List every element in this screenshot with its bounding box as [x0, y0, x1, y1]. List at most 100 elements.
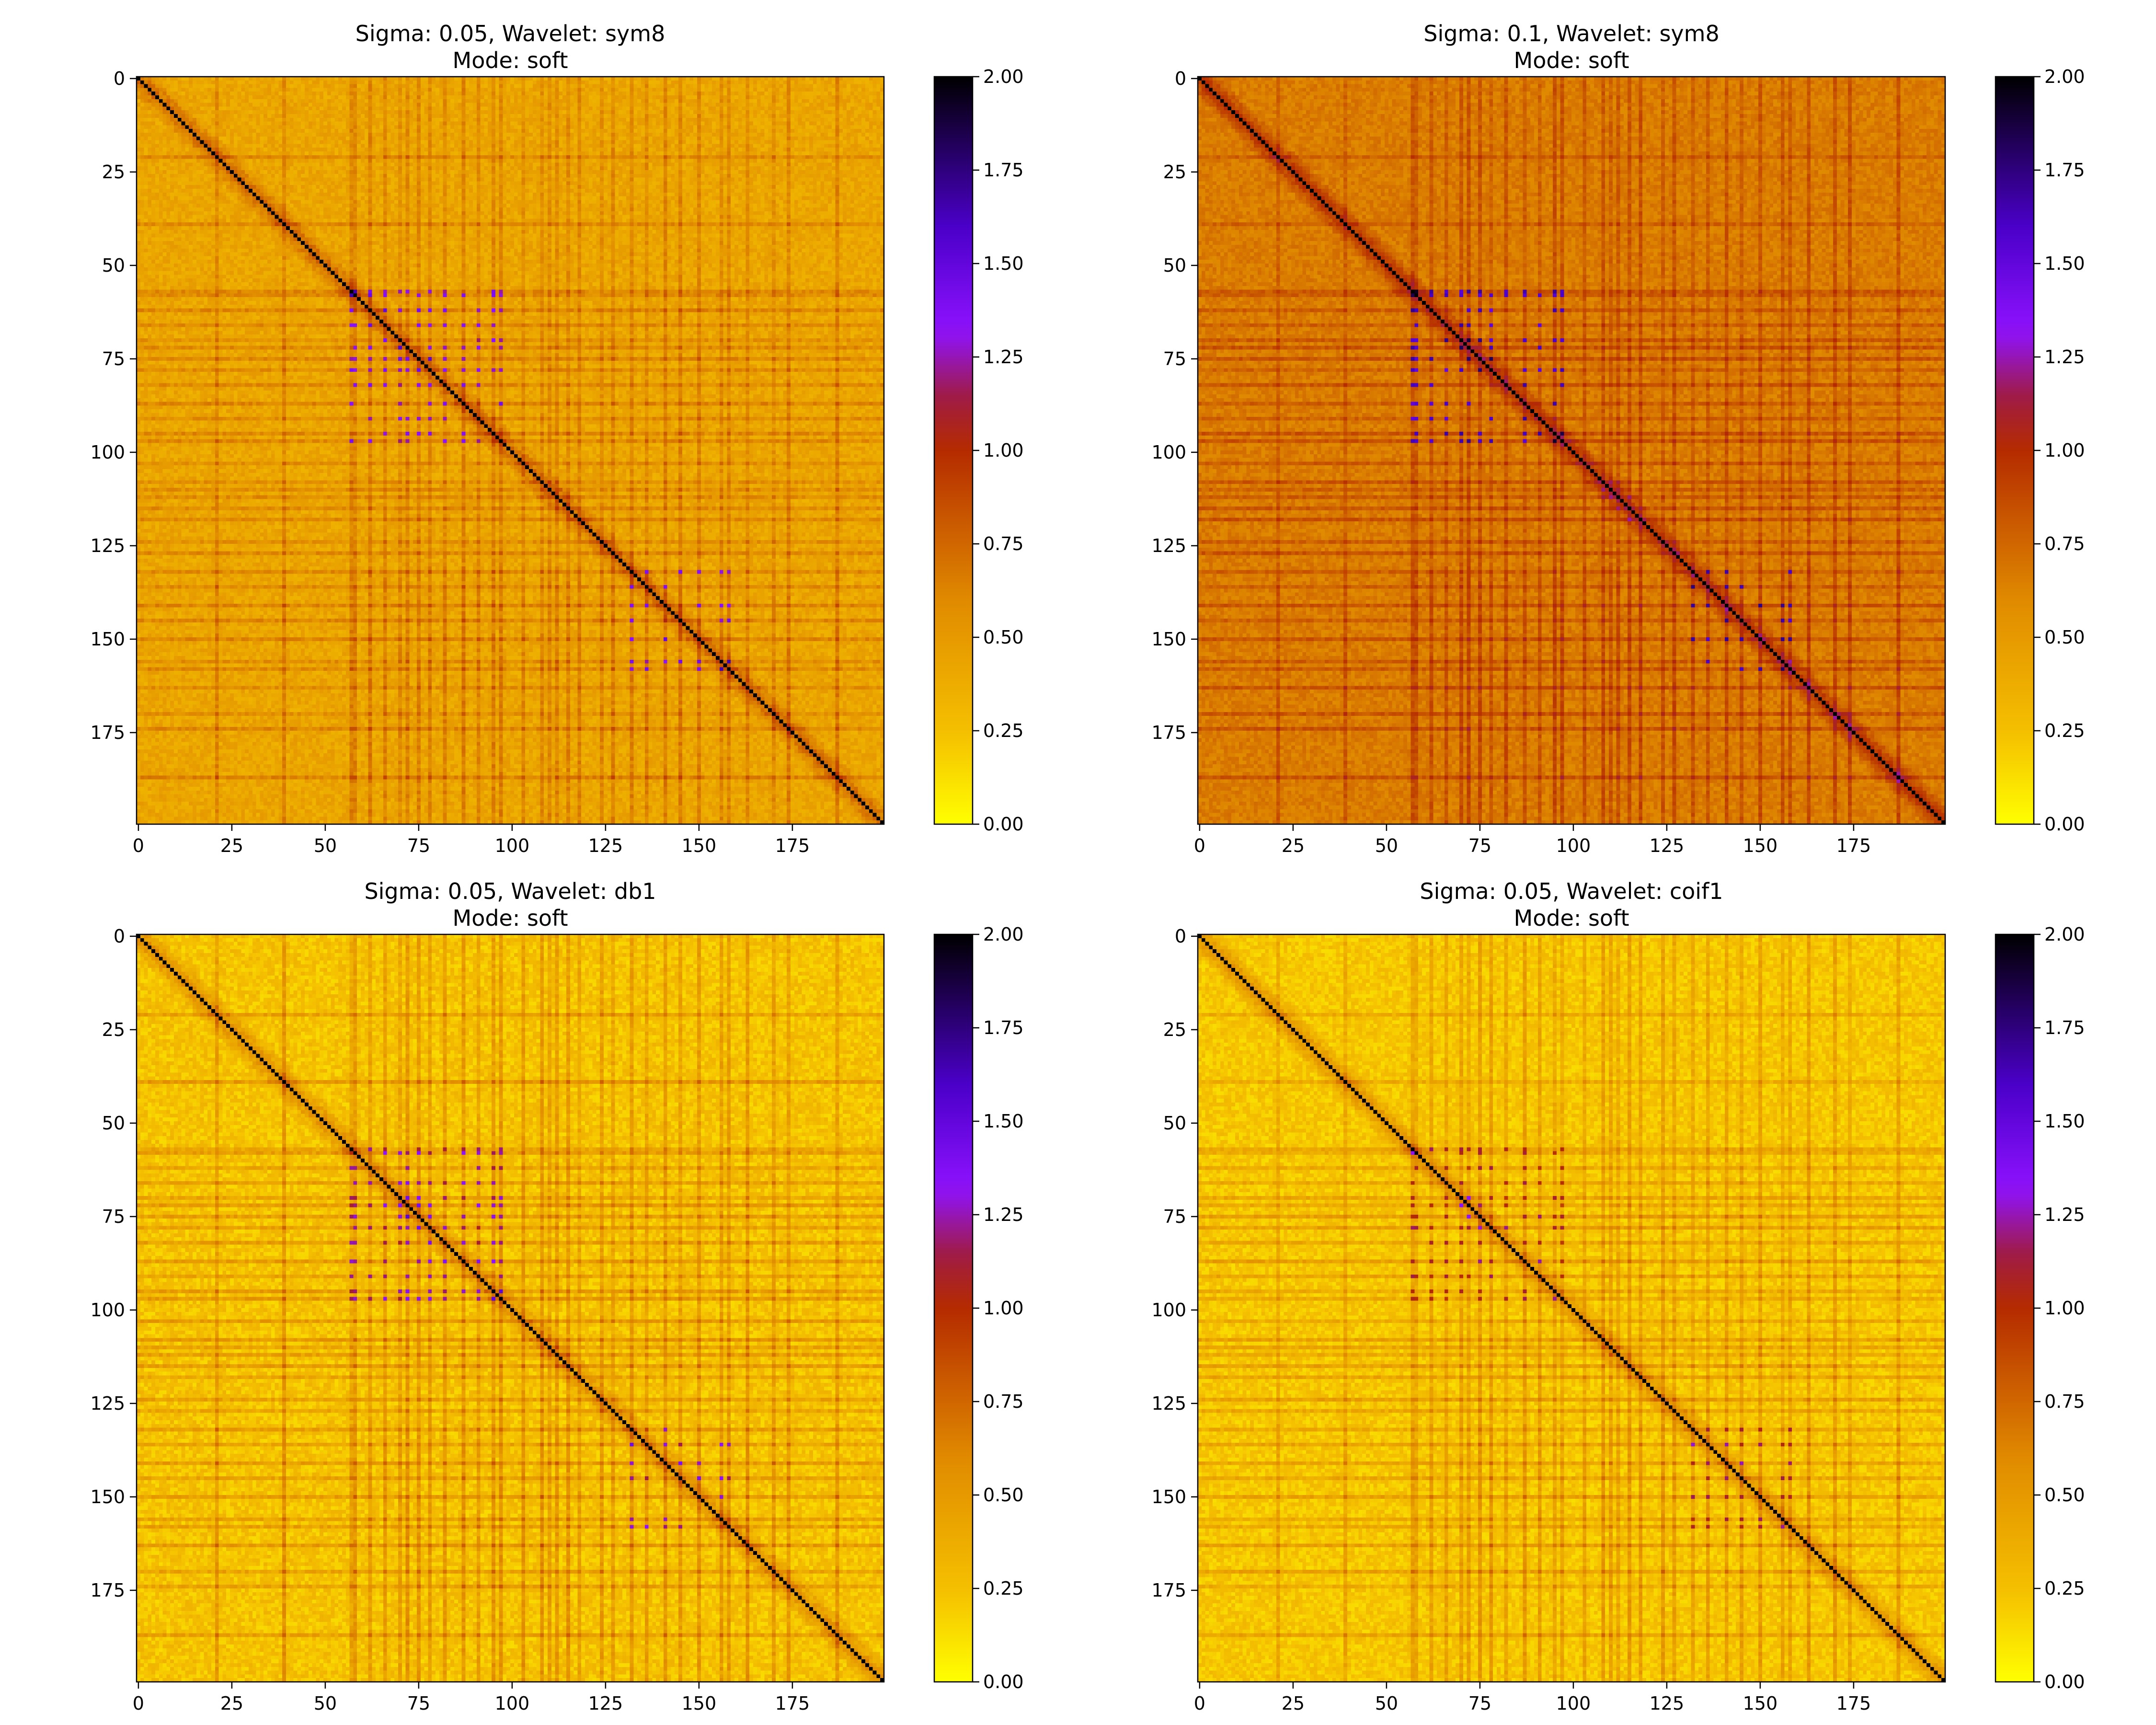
- x-tick-label: 75: [1468, 835, 1491, 856]
- axes-frame: [1197, 76, 1946, 825]
- x-tick-label: 175: [1836, 835, 1871, 856]
- x-tick-label: 100: [1556, 1693, 1591, 1714]
- colorbar: [933, 933, 974, 1683]
- y-tick-label: 125: [90, 1393, 125, 1414]
- y-tick-label: 175: [90, 722, 125, 743]
- colorbar-tick-label: 1.50: [983, 1111, 1024, 1132]
- heatmap-image: [137, 77, 884, 824]
- colorbar-tick-label: 1.75: [983, 160, 1024, 181]
- y-tick-label: 50: [1163, 255, 1186, 276]
- colorbar-tick-label: 0.75: [2044, 1391, 2085, 1412]
- y-tick-label: 50: [102, 1113, 125, 1134]
- panel-subtitle: Mode: soft: [453, 47, 568, 73]
- x-tick-label: 25: [220, 1693, 243, 1714]
- colorbar-tick-label: 2.00: [983, 924, 1024, 945]
- colorbar-tick-label: 1.00: [2044, 1298, 2085, 1319]
- y-tick-label: 125: [1151, 1393, 1186, 1414]
- x-tick-label: 50: [1375, 835, 1398, 856]
- y-tick-label: 75: [102, 1206, 125, 1227]
- axes-frame: [136, 933, 885, 1683]
- colorbar-tick-label: 1.75: [2044, 1017, 2085, 1038]
- colorbar-tick-label: 1.00: [2044, 440, 2085, 461]
- y-tick-label: 100: [1151, 442, 1186, 463]
- y-tick-label: 50: [102, 255, 125, 276]
- colorbar-tick-label: 1.25: [2044, 1204, 2085, 1225]
- x-tick-label: 175: [1836, 1693, 1871, 1714]
- y-tick-label: 25: [102, 161, 125, 183]
- x-tick-label: 0: [1194, 835, 1205, 856]
- x-tick-label: 125: [1650, 1693, 1685, 1714]
- colorbar-tick-label: 1.75: [983, 1017, 1024, 1038]
- colorbar: [933, 76, 974, 825]
- panel-title: Sigma: 0.05, Wavelet: sym8: [356, 21, 665, 46]
- x-tick-label: 75: [407, 1693, 430, 1714]
- y-tick-label: 75: [1163, 348, 1186, 369]
- colorbar-tick-label: 1.50: [2044, 253, 2085, 274]
- x-tick-label: 25: [1282, 1693, 1305, 1714]
- colorbar-tick-label: 0.25: [2044, 720, 2085, 741]
- panel-subtitle: Mode: soft: [1514, 905, 1629, 931]
- colorbar-tick-label: 2.00: [983, 66, 1024, 87]
- y-tick-label: 100: [90, 442, 125, 463]
- x-tick-label: 100: [1556, 835, 1591, 856]
- x-tick-label: 150: [682, 1693, 717, 1714]
- panel-subtitle: Mode: soft: [1514, 47, 1629, 73]
- x-tick-label: 25: [1282, 835, 1305, 856]
- colorbar-tick-label: 0.75: [983, 1391, 1024, 1412]
- x-tick-label: 175: [775, 1693, 810, 1714]
- colorbar-tick-label: 0.00: [2044, 814, 2085, 835]
- colorbar-tick-label: 0.25: [2044, 1578, 2085, 1599]
- y-tick-label: 0: [114, 68, 125, 89]
- colorbar-tick-label: 1.25: [983, 346, 1024, 368]
- y-tick-label: 75: [1163, 1206, 1186, 1227]
- y-tick-label: 0: [1175, 926, 1186, 947]
- panel-title: Sigma: 0.1, Wavelet: sym8: [1423, 21, 1719, 46]
- x-tick-label: 25: [220, 835, 243, 856]
- colorbar-tick-label: 0.50: [983, 627, 1024, 648]
- colorbar-tick-label: 1.75: [2044, 160, 2085, 181]
- y-tick-label: 0: [1175, 68, 1186, 89]
- colorbar-tick-label: 1.25: [2044, 346, 2085, 368]
- x-tick-label: 0: [133, 835, 144, 856]
- y-tick-label: 25: [1163, 1019, 1186, 1040]
- colorbar-tick-label: 0.25: [983, 1578, 1024, 1599]
- y-tick-label: 75: [102, 348, 125, 369]
- x-tick-label: 150: [1743, 1693, 1778, 1714]
- y-tick-label: 175: [90, 1580, 125, 1601]
- y-tick-label: 150: [90, 629, 125, 650]
- colorbar-tick-label: 1.25: [983, 1204, 1024, 1225]
- x-tick-label: 100: [495, 1693, 530, 1714]
- panel-title: Sigma: 0.05, Wavelet: coif1: [1420, 878, 1723, 904]
- colorbar: [1995, 933, 2035, 1683]
- y-tick-label: 25: [102, 1019, 125, 1040]
- colorbar-tick-label: 1.00: [983, 1298, 1024, 1319]
- x-tick-label: 0: [133, 1693, 144, 1714]
- axes-frame: [136, 76, 885, 825]
- colorbar-tick-label: 0.50: [2044, 627, 2085, 648]
- y-tick-label: 125: [90, 535, 125, 556]
- heatmap-image: [1198, 934, 1945, 1682]
- x-tick-label: 50: [314, 1693, 337, 1714]
- heatmap-image: [1198, 77, 1945, 824]
- y-tick-label: 100: [1151, 1300, 1186, 1321]
- x-tick-label: 125: [588, 1693, 623, 1714]
- y-tick-label: 150: [1151, 629, 1186, 650]
- y-tick-label: 125: [1151, 535, 1186, 556]
- axes-frame: [1197, 933, 1946, 1683]
- colorbar-tick-label: 0.75: [2044, 533, 2085, 554]
- y-tick-label: 25: [1163, 161, 1186, 183]
- y-tick-label: 100: [90, 1300, 125, 1321]
- y-tick-label: 150: [90, 1486, 125, 1507]
- x-tick-label: 125: [1650, 835, 1685, 856]
- y-tick-label: 150: [1151, 1486, 1186, 1507]
- colorbar-tick-label: 0.25: [983, 720, 1024, 741]
- colorbar-tick-label: 1.00: [983, 440, 1024, 461]
- x-tick-label: 50: [1375, 1693, 1398, 1714]
- y-tick-label: 0: [114, 926, 125, 947]
- colorbar-tick-label: 0.00: [983, 1671, 1024, 1692]
- colorbar-tick-label: 0.50: [983, 1484, 1024, 1506]
